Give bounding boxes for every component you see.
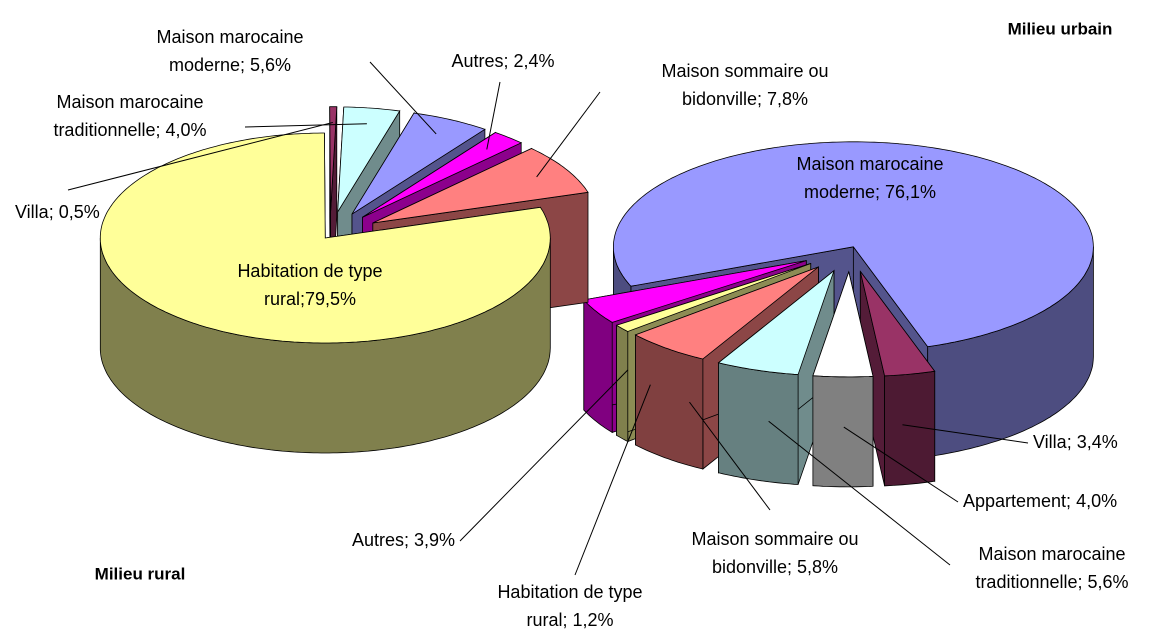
data-label: Maison marocaine [796, 154, 943, 174]
slice [372, 148, 589, 224]
leader-line [369, 61, 437, 135]
leader-line [843, 426, 959, 503]
leader-line [689, 401, 771, 511]
chart-title: Milieu urbain [1008, 19, 1113, 38]
leader-line [768, 420, 951, 566]
slice-wall [718, 362, 799, 485]
slice [351, 112, 486, 215]
slice [362, 132, 523, 218]
data-label: Maison sommaire ou [661, 61, 828, 81]
data-label: bidonville; 5,8% [712, 557, 838, 577]
data-label: Maison marocaine [978, 544, 1125, 564]
data-label: rural; 1,2% [526, 610, 613, 630]
leader-line [574, 384, 651, 576]
data-label: Habitation de type [497, 582, 642, 602]
slice [634, 266, 819, 360]
data-label: traditionnelle; 4,0% [53, 120, 206, 140]
data-label: moderne; 76,1% [804, 182, 936, 202]
leader-line [67, 121, 333, 191]
slice [337, 106, 401, 213]
data-label: rural;79,5% [264, 289, 356, 309]
slice [613, 141, 1094, 348]
leader-line [902, 424, 1029, 444]
leader-line [486, 81, 501, 150]
slice [859, 271, 936, 377]
slice [615, 263, 811, 332]
data-label: Maison marocaine [156, 27, 303, 47]
data-label: Villa; 3,4% [1033, 432, 1118, 452]
leader-line [244, 123, 367, 128]
leader-line [459, 369, 629, 542]
chart-title: Milieu rural [95, 564, 186, 583]
slice-wall [616, 324, 629, 443]
data-label: Maison marocaine [56, 92, 203, 112]
data-label: Appartement; 4,0% [963, 491, 1117, 511]
data-label: Autres; 2,4% [451, 51, 554, 71]
slice [717, 269, 835, 375]
data-label: Autres; 3,9% [352, 530, 455, 550]
slice [329, 106, 338, 212]
leader-line [536, 91, 601, 178]
data-label: Habitation de type [237, 261, 382, 281]
slice [812, 270, 874, 378]
data-label: traditionnelle; 5,6% [975, 572, 1128, 592]
data-label: Villa; 0,5% [15, 202, 100, 222]
data-label: Maison sommaire ou [691, 529, 858, 549]
data-label: moderne; 5,6% [169, 55, 291, 75]
data-label: bidonville; 7,8% [682, 89, 808, 109]
slice-wall [812, 375, 874, 488]
